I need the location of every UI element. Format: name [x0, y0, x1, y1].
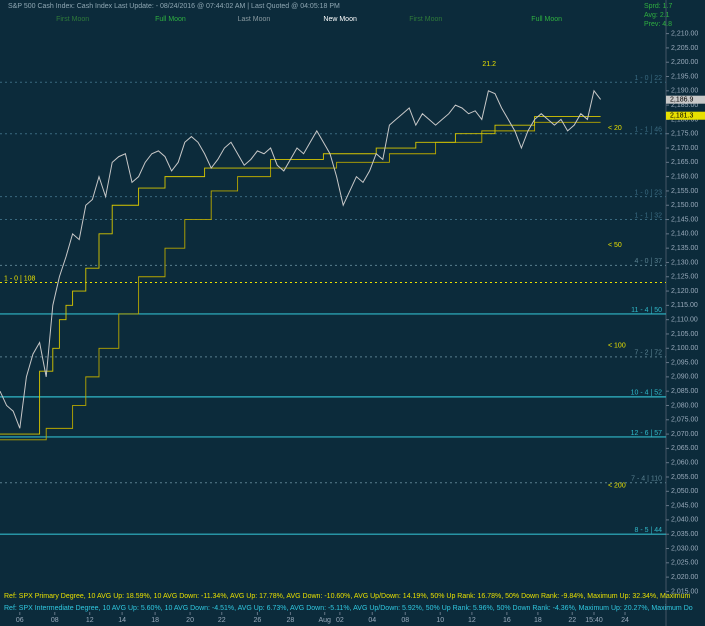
footer-text: Ref: SPX Primary Degree, 10 AVG Up: 18.5… — [4, 593, 690, 600]
footer-text: Ref: SPX Intermediate Degree, 10 AVG Up:… — [4, 605, 693, 612]
y-tick-label: 2,160.00 — [671, 173, 698, 180]
x-tick-label: 26 — [254, 617, 262, 624]
moon-label: First Moon — [56, 16, 89, 23]
x-tick-label: 04 — [368, 617, 376, 624]
x-tick-label: 22 — [218, 617, 226, 624]
level-label: 1 - 1 | 32 — [634, 212, 662, 219]
moon-label: First Moon — [409, 16, 442, 23]
ma-label: < 100 — [608, 342, 626, 349]
stat: Sprd: 1.7 — [644, 3, 673, 10]
y-tick-label: 2,025.00 — [671, 560, 698, 567]
y-tick-label: 2,090.00 — [671, 374, 698, 381]
price-box — [666, 95, 705, 104]
x-tick-label: 14 — [118, 617, 126, 624]
x-tick-label: 20 — [186, 617, 194, 624]
y-tick-label: 2,135.00 — [671, 245, 698, 252]
y-tick-label: 2,085.00 — [671, 388, 698, 395]
level-label: 10 - 4 | 52 — [631, 390, 663, 397]
y-tick-label: 2,190.00 — [671, 88, 698, 95]
x-tick-label: Aug — [318, 617, 331, 624]
y-tick-label: 2,045.00 — [671, 502, 698, 509]
y-tick-label: 2,080.00 — [671, 402, 698, 409]
y-tick-label: 2,030.00 — [671, 545, 698, 552]
x-tick-label: 08 — [51, 617, 59, 624]
y-tick-label: 2,180.00 — [671, 116, 698, 123]
x-tick-label: 02 — [336, 617, 344, 624]
level-label: 1 - 1 | 46 — [634, 127, 662, 134]
y-tick-label: 2,100.00 — [671, 345, 698, 352]
y-tick-label: 2,195.00 — [671, 73, 698, 80]
price-label: 2,186.9 — [670, 97, 693, 104]
y-tick-label: 2,175.00 — [671, 131, 698, 138]
level-label: 12 - 6 | 57 — [631, 430, 663, 437]
y-tick-label: 2,075.00 — [671, 417, 698, 424]
y-tick-label: 2,140.00 — [671, 231, 698, 238]
y-tick-label: 2,150.00 — [671, 202, 698, 209]
level-label: 1 - 0 | 22 — [634, 75, 662, 82]
y-tick-label: 2,060.00 — [671, 460, 698, 467]
x-tick-label: 12 — [86, 617, 94, 624]
y-tick-label: 2,095.00 — [671, 359, 698, 366]
y-tick-label: 2,070.00 — [671, 431, 698, 438]
moon-label: Full Moon — [531, 16, 562, 23]
chart-title: S&P 500 Cash Index: Cash Index Last Upda… — [8, 3, 340, 10]
x-tick-label: 16 — [503, 617, 511, 624]
price-label: 2,181.3 — [670, 113, 693, 120]
moon-label: Last Moon — [238, 16, 271, 23]
y-tick-label: 2,170.00 — [671, 145, 698, 152]
y-tick-label: 2,115.00 — [671, 302, 698, 309]
series-line — [0, 116, 601, 435]
y-tick-label: 2,120.00 — [671, 288, 698, 295]
x-tick-label: 15:40 — [585, 617, 603, 624]
y-tick-label: 2,050.00 — [671, 488, 698, 495]
y-tick-label: 2,040.00 — [671, 517, 698, 524]
ma-label: < 20 — [608, 125, 622, 132]
y-tick-label: 2,200.00 — [671, 59, 698, 66]
x-tick-label: 18 — [151, 617, 159, 624]
y-tick-label: 2,185.00 — [671, 102, 698, 109]
x-tick-label: 28 — [287, 617, 295, 624]
stat: Avg: 2.1 — [644, 12, 670, 19]
ma-label: < 50 — [608, 242, 622, 249]
ma-label: < 200 — [608, 482, 626, 489]
x-tick-label: 18 — [534, 617, 542, 624]
y-tick-label: 2,105.00 — [671, 331, 698, 338]
level-label: 1 - 0 | 108 — [4, 275, 36, 282]
y-tick-label: 2,035.00 — [671, 531, 698, 538]
stat: Prev: 4.8 — [644, 21, 672, 28]
level-label: 4 - 0 | 37 — [634, 258, 662, 265]
x-tick-label: 08 — [401, 617, 409, 624]
series-line — [0, 89, 601, 429]
y-tick-label: 2,145.00 — [671, 216, 698, 223]
y-tick-label: 2,110.00 — [671, 317, 698, 324]
y-tick-label: 2,130.00 — [671, 259, 698, 266]
y-tick-label: 2,165.00 — [671, 159, 698, 166]
level-label: 7 - 2 | 72 — [634, 350, 662, 357]
y-tick-label: 2,205.00 — [671, 45, 698, 52]
x-tick-label: 22 — [568, 617, 576, 624]
level-label: 7 - 4 | 110 — [631, 476, 662, 483]
x-tick-label: 10 — [436, 617, 444, 624]
x-tick-label: 06 — [16, 617, 24, 624]
y-tick-label: 2,065.00 — [671, 445, 698, 452]
y-tick-label: 2,055.00 — [671, 474, 698, 481]
x-tick-label: 12 — [468, 617, 476, 624]
y-tick-label: 2,210.00 — [671, 30, 698, 37]
level-label: 8 - 5 | 44 — [634, 527, 662, 534]
y-tick-label: 2,020.00 — [671, 574, 698, 581]
level-label: 11 - 4 | 50 — [631, 307, 662, 314]
y-tick-label: 2,015.00 — [671, 588, 698, 595]
moon-label: Full Moon — [155, 16, 186, 23]
y-tick-label: 2,125.00 — [671, 274, 698, 281]
peak-label: 21.2 — [482, 61, 496, 68]
x-tick-label: 24 — [621, 617, 629, 624]
moon-label: New Moon — [323, 16, 357, 23]
y-tick-label: 2,155.00 — [671, 188, 698, 195]
price-box — [666, 111, 705, 120]
level-label: 1 - 0 | 23 — [634, 190, 662, 197]
